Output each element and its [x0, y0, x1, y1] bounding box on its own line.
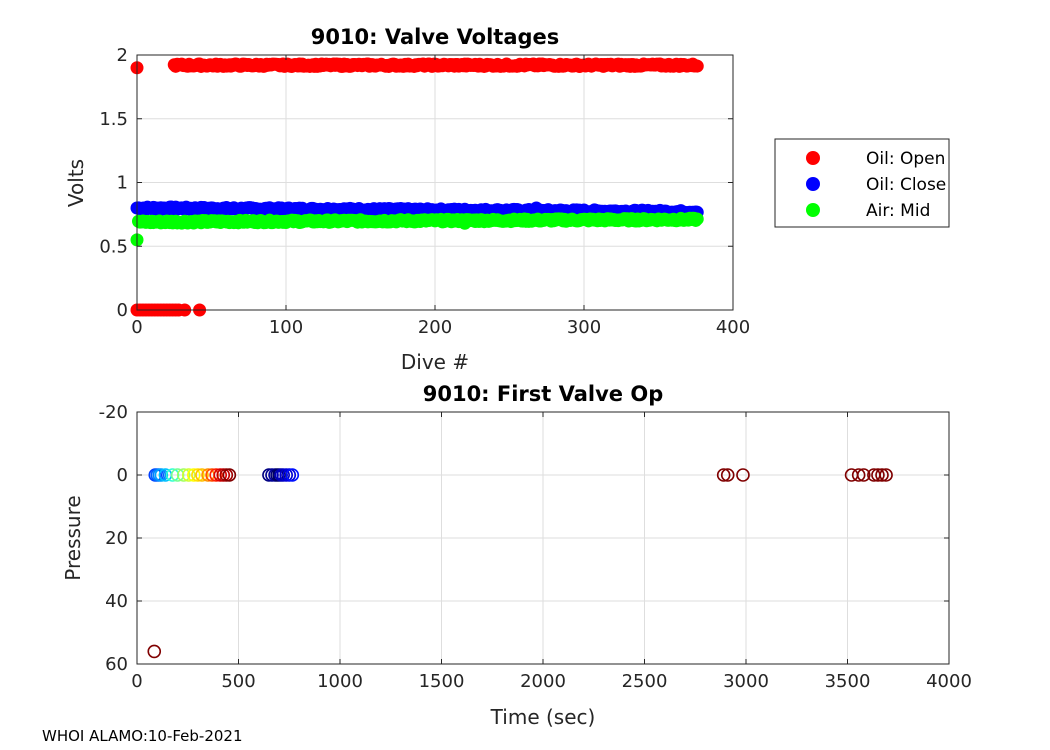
legend-label-oil-close: Oil: Close: [866, 175, 946, 195]
voltage-xtick-label: 300: [567, 317, 601, 338]
voltage-ytick-label: 0: [117, 300, 128, 321]
valve-op-point: [154, 468, 169, 482]
valve-op-point: [170, 468, 185, 482]
series-oil-open: [130, 57, 704, 317]
valve-op-xtick-label: 0: [131, 671, 142, 692]
valve-op-point: [875, 468, 889, 482]
valve-op-point: [209, 468, 223, 482]
valve-op-xtick-label: 2500: [622, 671, 668, 692]
legend-marker-oil-close: [806, 177, 820, 191]
valve-op-point: [720, 468, 735, 482]
voltage-ytick-label: 2: [117, 45, 128, 66]
valve-op-point: [181, 468, 196, 482]
valve-op-point: [147, 644, 162, 659]
valve-op-point: [165, 468, 180, 482]
legend-label-oil-open: Oil: Open: [866, 149, 945, 169]
valve-op-xtick-label: 4000: [926, 671, 972, 692]
valve-op-ticks: 0 500 1000 1500 2000 2500 3000 3500 4000 -20 0 20 40…: [99, 402, 972, 692]
voltage-xtick-label: 400: [716, 317, 750, 338]
valve-op-point: [195, 468, 209, 482]
legend-marker-air-mid: [806, 203, 820, 217]
valve-op-point: [191, 468, 205, 482]
voltage-y-axis-label: Volts: [64, 159, 88, 207]
voltage-x-axis-label: Dive #: [401, 350, 469, 374]
legend-item-oil-open: Oil: Open: [806, 149, 945, 169]
voltage-xtick-label: 100: [269, 317, 303, 338]
valve-op-xtick-label: 3000: [723, 671, 769, 692]
voltage-series: [130, 57, 704, 317]
voltage-ytick-label: 1.5: [99, 109, 128, 130]
point-oil-close: [529, 201, 543, 215]
valve-op-point: [716, 468, 731, 482]
valve-op-ytick-label: 60: [105, 654, 128, 675]
legend: Oil: Open Oil: Close Air: Mid: [774, 138, 950, 228]
valve-op-xtick-label: 1500: [419, 671, 465, 692]
valve-op-point: [879, 468, 893, 482]
valve-op-chart: 0 500 1000 1500 2000 2500 3000 3500 4000 -20 0 20 40…: [61, 382, 972, 729]
valve-op-ytick-label: 40: [105, 591, 128, 612]
valve-op-y-axis-label: Pressure: [61, 495, 85, 580]
point-air-mid: [690, 212, 704, 226]
valve-op-point: [851, 468, 866, 482]
valve-op-point: [285, 468, 300, 482]
voltage-ytick-label: 0.5: [99, 236, 128, 257]
series-oil-close: [130, 200, 704, 220]
legend-item-air-mid: Air: Mid: [806, 201, 930, 221]
voltage-ytick-label: 1: [117, 173, 128, 194]
legend-box: [774, 138, 950, 228]
voltage-xtick-label: 0: [131, 317, 142, 338]
valve-op-point: [187, 468, 201, 482]
point-oil-open: [690, 59, 704, 73]
legend-marker-oil-open: [806, 151, 820, 165]
footer-stamp: WHOI ALAMO:10-Feb-2021: [42, 727, 243, 745]
voltage-chart: 0 100 200 300 400 0 0.5 1 1.5 2 9010: Valve Volta…: [64, 25, 950, 374]
valve-op-ytick-label: 20: [105, 528, 128, 549]
valve-op-points: [147, 468, 893, 659]
valve-op-point: [856, 468, 871, 482]
valve-op-xtick-label: 3500: [825, 671, 871, 692]
voltage-ticks: 0 100 200 300 400 0 0.5 1 1.5 2: [99, 45, 750, 338]
valve-op-chart-title: 9010: First Valve Op: [423, 382, 664, 406]
voltage-chart-title: 9010: Valve Voltages: [311, 25, 560, 49]
valve-op-point: [205, 468, 219, 482]
series-air-mid: [130, 211, 704, 247]
valve-op-point: [176, 468, 191, 482]
valve-op-xtick-label: 500: [221, 671, 255, 692]
valve-op-xtick-label: 1000: [317, 671, 363, 692]
valve-op-point: [222, 468, 237, 482]
point-air-mid: [458, 216, 472, 230]
point-air-mid: [324, 215, 338, 229]
valve-op-ytick-label: 0: [117, 465, 128, 486]
legend-item-oil-close: Oil: Close: [806, 175, 946, 195]
valve-op-point: [871, 468, 885, 482]
valve-op-ytick-label: -20: [99, 402, 128, 423]
voltage-xtick-label: 200: [418, 317, 452, 338]
legend-label-air-mid: Air: Mid: [866, 201, 930, 221]
valve-op-x-axis-label: Time (sec): [490, 705, 596, 729]
valve-op-point: [736, 468, 750, 482]
valve-op-xtick-label: 2000: [520, 671, 566, 692]
